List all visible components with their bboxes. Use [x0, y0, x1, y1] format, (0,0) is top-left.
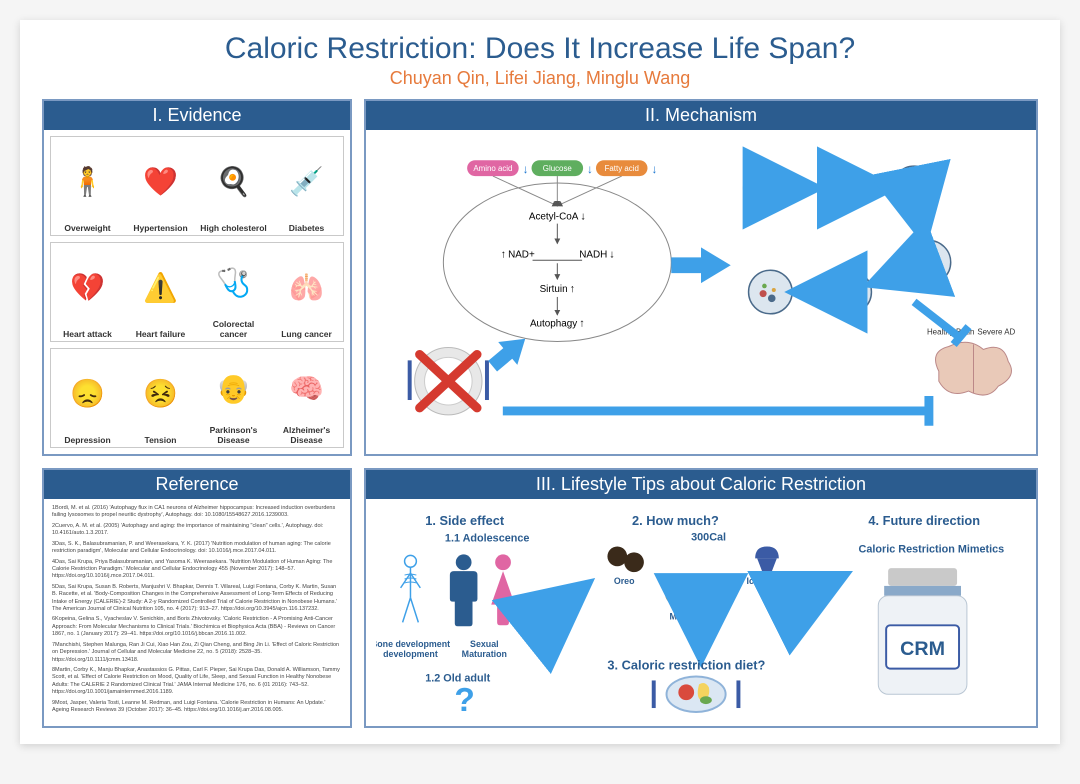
- svg-text:SexualMaturation: SexualMaturation: [462, 639, 507, 659]
- evidence-icon: 😣: [126, 351, 195, 436]
- evidence-icon: 😞: [53, 351, 122, 436]
- panel-mechanism: II. Mechanism Amino acid ↓ Glucose ↓ Fatty a…: [364, 99, 1038, 456]
- evidence-icon: ⚠️: [126, 245, 195, 330]
- svg-text:?: ?: [454, 682, 474, 719]
- svg-text:1. Side effect: 1. Side effect: [425, 513, 505, 528]
- svg-text:↑NAD+: ↑NAD+: [501, 248, 535, 260]
- evidence-label: Tension: [145, 436, 177, 445]
- svg-text:Amino acid: Amino acid: [473, 164, 512, 173]
- evidence-icon: ❤️: [126, 139, 195, 224]
- reference-item: 3Das, S. K., Balasubramanian, P. and Wee…: [52, 541, 342, 556]
- svg-text:Sirtuin↑: Sirtuin↑: [540, 283, 575, 295]
- panel-lifestyle: III. Lifestyle Tips about Caloric Restri…: [364, 468, 1038, 728]
- evidence-cell: ⚠️Heart failure: [124, 243, 197, 341]
- evidence-label: Depression: [64, 436, 110, 445]
- lifestyle-header: III. Lifestyle Tips about Caloric Restri…: [366, 470, 1036, 499]
- evidence-cell: 🩺Colorectal cancer: [197, 243, 270, 341]
- evidence-label: Lung cancer: [281, 330, 332, 339]
- svg-text:Autophagy↑: Autophagy↑: [530, 318, 585, 330]
- evidence-label: Overweight: [64, 224, 110, 233]
- evidence-cell: 👴Parkinson's Disease: [197, 349, 270, 447]
- evidence-cell: 🧠Alzheimer's Disease: [270, 349, 343, 447]
- svg-text:300Cal: 300Cal: [691, 532, 726, 544]
- evidence-icon: 💉: [272, 139, 341, 224]
- reference-item: 6Kopeina, Gelina S., Vyacheslav V. Senic…: [52, 616, 342, 638]
- evidence-icon: 🧍: [53, 139, 122, 224]
- evidence-icon: 🫁: [272, 245, 341, 330]
- evidence-header: I. Evidence: [44, 101, 350, 130]
- evidence-cell: ❤️Hypertension: [124, 137, 197, 235]
- evidence-cell: 💉Diabetes: [270, 137, 343, 235]
- svg-text:Mooncake: Mooncake: [669, 611, 712, 621]
- reference-item: 9Most, Jasper, Valeria Tosti, Leanne M. …: [52, 700, 342, 715]
- mechanism-body: Amino acid ↓ Glucose ↓ Fatty acid ↓ Acetyl-Co…: [366, 130, 1036, 454]
- lifestyle-svg: 1. Side effect 1.1 Adolescence: [376, 505, 1026, 720]
- poster-title: Caloric Restriction: Does It Increase Li…: [42, 32, 1038, 66]
- poster-authors: Chuyan Qin, Lifei Jiang, Minglu Wang: [42, 68, 1038, 89]
- evidence-cell: 😞Depression: [51, 349, 124, 447]
- mechanism-svg: Amino acid ↓ Glucose ↓ Fatty acid ↓ Acetyl-Co…: [374, 138, 1028, 446]
- reference-item: 2Cuervo, A. M. et al. (2005) 'Autophagy …: [52, 523, 342, 538]
- svg-text:Caloric Restriction Mimetics: Caloric Restriction Mimetics: [859, 543, 1005, 555]
- reference-item: 7Manchishi, Stephen Malunga, Ran Ji Cui,…: [52, 642, 342, 664]
- evidence-icon: 💔: [53, 245, 122, 330]
- evidence-label: Colorectal cancer: [199, 320, 268, 339]
- evidence-label: Heart failure: [136, 330, 186, 339]
- svg-text:NADH↓: NADH↓: [579, 248, 614, 260]
- svg-text:1.1 Adolescence: 1.1 Adolescence: [445, 533, 529, 545]
- svg-text:Oreo: Oreo: [614, 576, 635, 586]
- lifestyle-body: 1. Side effect 1.1 Adolescence: [366, 499, 1036, 726]
- svg-text:↓: ↓: [523, 162, 529, 176]
- svg-text:Fatty acid: Fatty acid: [605, 164, 639, 173]
- evidence-cell: 🫁Lung cancer: [270, 243, 343, 341]
- evidence-label: Parkinson's Disease: [199, 426, 268, 445]
- evidence-cell: 💔Heart attack: [51, 243, 124, 341]
- reference-item: 8Martin, Corby K., Manju Bhapkar, Anasta…: [52, 667, 342, 697]
- evidence-label: Hypertension: [133, 224, 187, 233]
- evidence-icon: 👴: [199, 351, 268, 426]
- reference-header: Reference: [44, 470, 350, 499]
- svg-text:Severe AD: Severe AD: [977, 328, 1015, 337]
- reference-item: 1Bordi, M. et al. (2016) 'Autophagy flux…: [52, 505, 342, 520]
- svg-text:3. Caloric restriction diet?: 3. Caloric restriction diet?: [607, 658, 765, 673]
- evidence-label: High cholesterol: [200, 224, 267, 233]
- reference-item: 5Das, Sai Krupa, Susan B. Roberts, Manju…: [52, 584, 342, 614]
- evidence-cell: 🍳High cholesterol: [197, 137, 270, 235]
- poster-grid: I. Evidence 🧍Overweight❤️Hypertension🍳Hi…: [42, 99, 1038, 728]
- svg-text:2. How much?: 2. How much?: [632, 513, 719, 528]
- reference-item: 4Das, Sai Krupa, Priya Balasubramanian, …: [52, 559, 342, 581]
- svg-text:Bone developmentdevelopment: Bone developmentdevelopment: [376, 639, 450, 659]
- svg-text:↓: ↓: [651, 162, 657, 176]
- evidence-label: Diabetes: [289, 224, 324, 233]
- mechanism-header: II. Mechanism: [366, 101, 1036, 130]
- evidence-icon: 🩺: [199, 245, 268, 320]
- poster: Caloric Restriction: Does It Increase Li…: [20, 20, 1060, 744]
- evidence-body: 🧍Overweight❤️Hypertension🍳High cholester…: [44, 130, 350, 454]
- svg-text:Glucose: Glucose: [543, 164, 573, 173]
- svg-text:CRM: CRM: [900, 638, 945, 660]
- evidence-icon: 🍳: [199, 139, 268, 224]
- reference-body: 1Bordi, M. et al. (2016) 'Autophagy flux…: [44, 499, 350, 726]
- svg-text:Ice cream: Ice cream: [747, 576, 788, 586]
- svg-text:↓: ↓: [587, 162, 593, 176]
- svg-text:Acetyl-CoA↓: Acetyl-CoA↓: [529, 211, 586, 223]
- evidence-cell: 🧍Overweight: [51, 137, 124, 235]
- panel-evidence: I. Evidence 🧍Overweight❤️Hypertension🍳Hi…: [42, 99, 352, 456]
- svg-text:4. Future direction: 4. Future direction: [868, 513, 980, 528]
- evidence-cell: 😣Tension: [124, 349, 197, 447]
- evidence-label: Heart attack: [63, 330, 112, 339]
- evidence-label: Alzheimer's Disease: [272, 426, 341, 445]
- evidence-icon: 🧠: [272, 351, 341, 426]
- panel-reference: Reference 1Bordi, M. et al. (2016) 'Auto…: [42, 468, 352, 728]
